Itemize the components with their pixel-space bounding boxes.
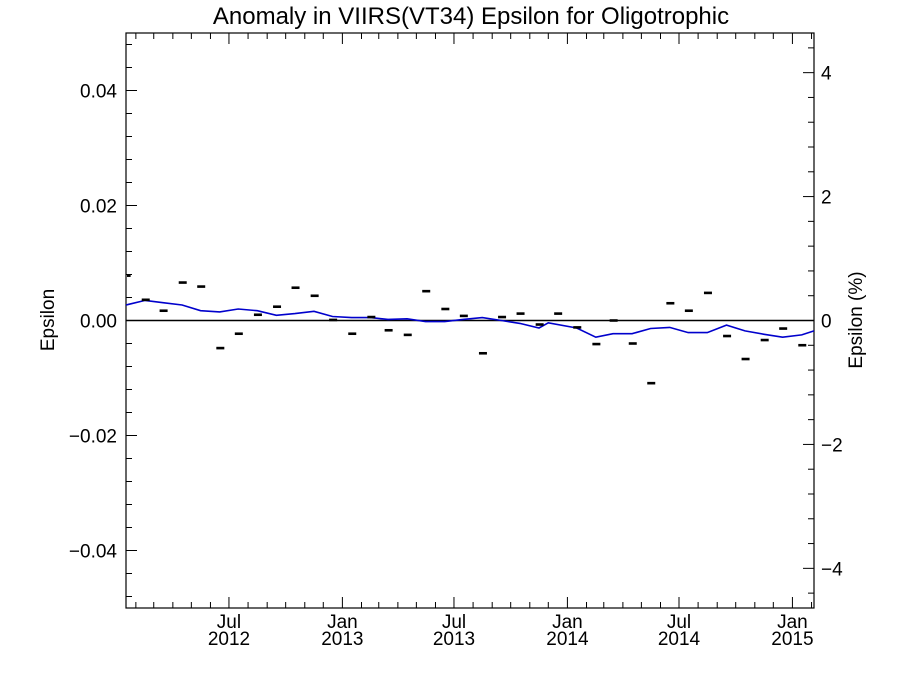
- x-tick-year-label: 2013: [433, 629, 475, 650]
- plot-area: −0.04−0.020.000.020.04−4−2024Jul2012Jan2…: [69, 32, 843, 650]
- y2-tick-label: 2: [821, 188, 832, 209]
- y2-tick-label: −2: [821, 435, 843, 456]
- y-tick-label: −0.04: [69, 542, 118, 563]
- y-tick-label: 0.04: [80, 82, 117, 103]
- y-tick-label: −0.02: [69, 427, 117, 448]
- y2-tick-label: 0: [821, 312, 832, 333]
- x-tick-year-label: 2013: [321, 629, 363, 650]
- y-axis-label: Epsilon: [38, 289, 59, 351]
- x-tick-month-label: Jan: [777, 612, 808, 633]
- y2-tick-label: 4: [821, 64, 832, 85]
- x-tick-year-label: 2014: [546, 629, 589, 650]
- x-tick-month-label: Jul: [442, 612, 466, 633]
- chart-title: Anomaly in VIIRS(VT34) Epsilon for Oligo…: [213, 3, 729, 30]
- y-tick-label: 0.00: [80, 312, 117, 333]
- x-tick-year-label: 2014: [658, 629, 701, 650]
- y2-tick-label: −4: [821, 559, 843, 580]
- y-tick-label: 0.02: [80, 197, 117, 218]
- trend-line: [125, 299, 815, 339]
- x-tick-year-label: 2012: [208, 629, 250, 650]
- x-tick-month-label: Jul: [667, 612, 691, 633]
- x-tick-month-label: Jan: [327, 612, 358, 633]
- y2-axis-label: Epsilon (%): [846, 271, 867, 368]
- x-tick-year-label: 2015: [771, 629, 813, 650]
- x-tick-month-label: Jan: [552, 612, 583, 633]
- x-tick-month-label: Jul: [217, 612, 241, 633]
